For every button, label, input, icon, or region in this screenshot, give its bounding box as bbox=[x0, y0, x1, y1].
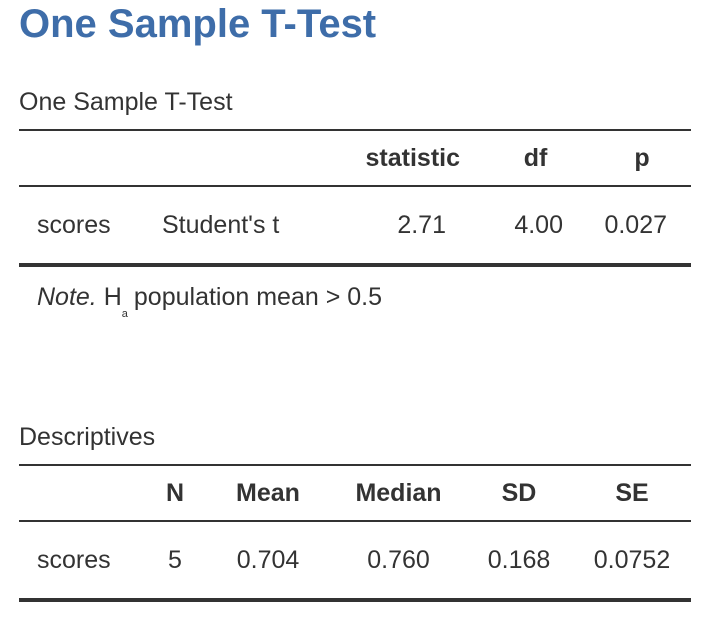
ttest-header-row: statistic df p bbox=[19, 131, 691, 185]
ttest-header-rule bbox=[19, 185, 691, 187]
ttest-header-df: df bbox=[523, 143, 548, 172]
descriptives-header-variable bbox=[19, 466, 146, 520]
descriptives-table: N Mean Median SD SE bbox=[19, 466, 691, 520]
note-label: Note. bbox=[37, 283, 97, 311]
ttest-top-rule bbox=[19, 129, 691, 131]
ttest-header-test bbox=[146, 131, 316, 185]
descriptives-cell-median: 0.760 bbox=[367, 545, 430, 574]
descriptives-table-block: Descriptives N Mean Median SD SE bbox=[19, 423, 691, 602]
table-row: scores Student's t 2.71 4.00 0.027 bbox=[19, 187, 691, 263]
ttest-cell-df: 4.00 bbox=[514, 210, 563, 239]
descriptives-table-title: Descriptives bbox=[19, 423, 156, 451]
ttest-header-p: p bbox=[634, 143, 650, 172]
descriptives-cell-se: 0.0752 bbox=[593, 545, 671, 574]
table-row: scores 5 0.704 0.760 0.168 0.0752 bbox=[19, 522, 691, 598]
ttest-table: statistic df p bbox=[19, 131, 691, 185]
descriptives-cell-sd: 0.168 bbox=[487, 545, 551, 574]
note-symbol: H bbox=[103, 283, 122, 311]
descriptives-header-n: N bbox=[165, 478, 185, 507]
ttest-bottom-rule bbox=[19, 263, 691, 267]
descriptives-top-rule bbox=[19, 464, 691, 466]
descriptives-header-row: N Mean Median SD SE bbox=[19, 466, 691, 520]
ttest-cell-test: Student's t bbox=[162, 210, 280, 239]
descriptives-bottom-rule bbox=[19, 598, 691, 602]
descriptives-cell-n: 5 bbox=[168, 545, 182, 574]
ttest-body-table: scores Student's t 2.71 4.00 0.027 bbox=[19, 187, 691, 263]
descriptives-header-se: SE bbox=[615, 478, 649, 507]
ttest-table-block: One Sample T-Test statistic df p bbox=[19, 88, 691, 320]
descriptives-cell-mean: 0.704 bbox=[236, 545, 300, 574]
ttest-header-variable bbox=[19, 131, 146, 185]
ttest-cell-p: 0.027 bbox=[604, 210, 667, 239]
ttest-cell-statistic: 2.71 bbox=[397, 210, 446, 239]
note-subscript: a bbox=[121, 308, 128, 320]
page-title: One Sample T-Test bbox=[19, 2, 377, 46]
descriptives-header-median: Median bbox=[355, 478, 442, 507]
ttest-note: Note. Ha population mean > 0.5 bbox=[19, 283, 691, 320]
ttest-cell-variable: scores bbox=[37, 210, 111, 239]
descriptives-header-mean: Mean bbox=[236, 478, 300, 507]
descriptives-cell-variable: scores bbox=[37, 545, 111, 574]
ttest-header-statistic: statistic bbox=[365, 143, 460, 172]
descriptives-body-table: scores 5 0.704 0.760 0.168 0.0752 bbox=[19, 522, 691, 598]
ttest-table-title: One Sample T-Test bbox=[19, 88, 233, 116]
descriptives-header-rule bbox=[19, 520, 691, 522]
note-text: population mean > 0.5 bbox=[133, 283, 383, 311]
descriptives-header-sd: SD bbox=[501, 478, 537, 507]
